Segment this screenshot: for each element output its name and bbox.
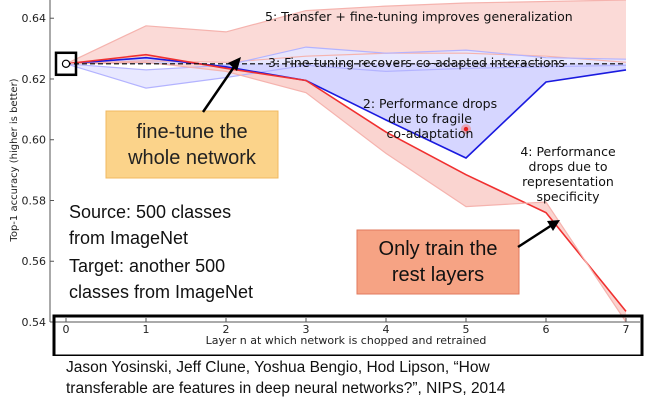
x-axis-label: Layer n at which network is chopped and …: [206, 334, 487, 347]
series-line-transfer_frozen: [65, 53, 627, 312]
annotation-2-line: co-adaptation: [387, 126, 474, 141]
y-axis-label: Top-1 accuracy (higher is better): [9, 78, 20, 242]
x-tick-label-2: 2: [223, 323, 230, 336]
arrow-head-finetune: [228, 57, 241, 71]
annotation-4-line: specificity: [536, 189, 600, 204]
y-tick-label-3: 0.60: [22, 134, 47, 147]
annotation-3: 3: Fine-tuning recovers co-adapted inter…: [268, 55, 565, 70]
shaded-bands: [66, 0, 626, 322]
series-line-selffer_ft: [65, 46, 627, 71]
y-tick-label-4: 0.62: [22, 73, 47, 86]
x-tick-label-0: 0: [63, 323, 70, 336]
series-line-transfer_ft_band_upper: [65, 0, 627, 65]
y-tick-label-2: 0.58: [22, 194, 47, 207]
arrow-head-freeze: [547, 220, 560, 231]
x-tick-label-6: 6: [543, 323, 550, 336]
annotation-4-line: representation: [522, 174, 614, 189]
info-line-2: from ImageNet: [69, 228, 188, 248]
marker-point: [463, 126, 469, 132]
annotation-5: 5: Transfer + fine-tuning improves gener…: [265, 9, 573, 24]
x-tick-label-4: 4: [383, 323, 390, 336]
y-tick-label-1: 0.56: [22, 255, 47, 268]
callout-freeze: Only train the rest layers: [356, 229, 520, 295]
callout-finetune-text-line: fine-tune the: [136, 121, 247, 143]
y-tick-label-0: 0.54: [22, 316, 47, 329]
citation: Jason Yosinski, Jeff Clune, Yoshua Bengi…: [66, 357, 646, 399]
callout-freeze-text-line: Only train the: [379, 238, 498, 260]
series-line-selffer_ft_lower: [65, 63, 627, 89]
series-lines: [65, 0, 627, 323]
citation-line-2: transferable are features in deep neural…: [66, 380, 506, 397]
arrow-to-freeze-region: [517, 223, 553, 249]
callout-finetune-text: fine-tune the whole network: [127, 121, 257, 169]
baseline-layer: [54, 51, 626, 77]
callout-freeze-text-line: rest layers: [392, 264, 484, 286]
baseline-point: [61, 59, 71, 68]
annotation-4: 4: Performance drops due to representation…: [520, 144, 616, 204]
callout-arrows: [201, 57, 560, 249]
info-line-3: Target: another 500: [69, 256, 225, 276]
y-tick-label-5: 0.64: [22, 12, 47, 25]
baseline-highlight-box: [54, 51, 78, 77]
info-line-4: classes from ImageNet: [69, 282, 253, 302]
info-text: Source: 500 classes from ImageNet Target…: [69, 202, 253, 302]
x-tick-label-7: 7: [623, 323, 630, 336]
x-tick-label-5: 5: [463, 323, 470, 336]
callout-finetune: fine-tune the whole network: [105, 110, 279, 179]
annotation-2: 2: Performance drops due to fragile co-ada…: [363, 96, 497, 141]
callout-finetune-text-line: whole network: [127, 147, 257, 169]
series-line-transfer_ft_band_lower: [65, 52, 627, 65]
annotation-2-line: 2: Performance drops: [363, 96, 497, 111]
band-selffer-frozen: [66, 57, 626, 159]
band-transfer-frozen: [66, 54, 626, 322]
x-tick-label-3: 3: [303, 323, 310, 336]
annotation-4-line: 4: Performance: [520, 144, 616, 159]
x-tick-label-1: 1: [143, 323, 150, 336]
callout-freeze-text: Only train the rest layers: [379, 238, 498, 286]
callout-finetune-box: [105, 110, 279, 179]
annotation-2-line: due to fragile: [388, 111, 472, 126]
series-line-transfer_frozen_band_lower: [65, 61, 627, 323]
annotation-4-line: drops due to: [529, 159, 608, 174]
series-line-selffer_frozen: [65, 56, 627, 159]
y-axis: 0.54 0.56 0.58 0.60 0.62 0.64: [22, 0, 54, 329]
x-axis: 0 1 2 3 4 5 6 7: [50, 318, 640, 336]
x-axis-highlight-box: [52, 314, 644, 356]
callout-freeze-box: [356, 229, 520, 295]
band-transfer-finetune: [66, 0, 626, 64]
info-line-1: Source: 500 classes: [69, 202, 231, 222]
arrow-to-finetune-region: [201, 63, 238, 113]
accuracy-chart: 0.54 0.56 0.58 0.60 0.62 0.64 0 1 2 3 4 5 6 7 Top-1 …: [9, 0, 644, 356]
citation-line-1: Jason Yosinski, Jeff Clune, Yoshua Bengi…: [66, 359, 490, 376]
